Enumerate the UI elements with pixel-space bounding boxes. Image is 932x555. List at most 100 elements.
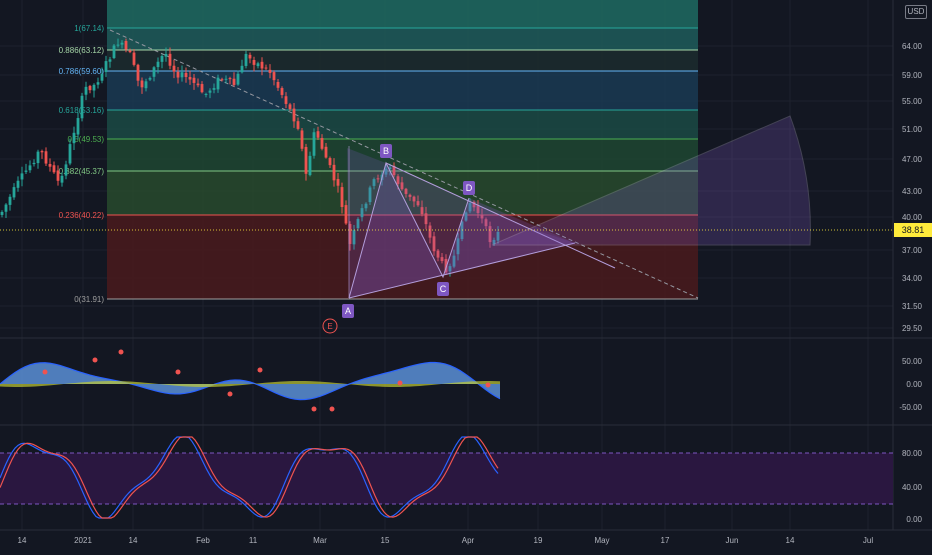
last-price-badge	[894, 223, 932, 237]
candle-body	[16, 180, 20, 188]
fib-zone	[107, 110, 698, 139]
candle-body	[448, 266, 452, 272]
stochastic-tick-label: 80.00	[902, 449, 923, 458]
event-marker-circle	[322, 318, 338, 334]
candle-body	[252, 59, 256, 65]
candle-body	[360, 208, 364, 218]
candle-body	[300, 130, 304, 149]
candle-body	[396, 176, 400, 184]
candle-body	[276, 81, 280, 88]
oscillator-dot	[175, 369, 181, 375]
point-d-label-text: D	[466, 183, 473, 193]
candle-body	[344, 205, 348, 224]
point-c-label-text: C	[440, 284, 447, 294]
candle-body	[72, 132, 76, 144]
candle-body	[116, 44, 120, 46]
point-a-label: A	[342, 304, 354, 318]
candle-body	[64, 164, 68, 176]
time-tick-label: 17	[661, 536, 670, 545]
candle-body	[8, 196, 12, 205]
candle-body	[292, 108, 296, 122]
candle-body	[136, 64, 140, 81]
candle-body	[352, 230, 356, 245]
candle-body	[36, 151, 40, 164]
candle-body	[204, 93, 208, 95]
currency-button[interactable]: USD	[905, 5, 927, 19]
candle-body	[128, 50, 132, 53]
candle-body	[152, 67, 156, 77]
signal-area	[0, 381, 500, 387]
candle-body	[284, 96, 288, 104]
candle-body	[316, 131, 320, 138]
candle-body	[476, 205, 480, 214]
candle-body	[156, 61, 160, 68]
time-tick-label: 2021	[74, 536, 92, 545]
fib-level-label: 0.5(49.53)	[68, 135, 105, 144]
point-d-label-badge	[463, 181, 475, 195]
time-tick-label: Jul	[863, 536, 873, 545]
candle-body	[472, 202, 476, 208]
candle-body	[456, 238, 460, 255]
candle-body	[200, 84, 204, 93]
stochastic-tick-label: 0.00	[906, 515, 922, 524]
candle-body	[356, 218, 360, 229]
candle-body	[216, 77, 220, 90]
point-d-label: D	[463, 181, 475, 195]
candle-body	[296, 121, 300, 129]
fib-level-label: 0.382(45.37)	[59, 167, 105, 176]
candle-body	[248, 54, 252, 59]
stochastic-band	[0, 453, 893, 504]
stochastic-tick-label: 40.00	[902, 483, 923, 492]
oscillator-dot	[397, 380, 403, 386]
candle-body	[24, 170, 28, 172]
event-marker-label: E	[327, 322, 332, 331]
candle-body	[484, 219, 488, 227]
candle-body	[124, 41, 128, 50]
candle-body	[364, 203, 368, 209]
pattern-legs	[348, 161, 470, 299]
candle-body	[168, 53, 172, 66]
candle-body	[56, 170, 60, 181]
oscillator-line	[0, 361, 501, 401]
point-b-label: B	[380, 144, 392, 158]
fib-zone-top	[107, 0, 698, 28]
candle-body	[496, 231, 500, 241]
oscillator-dot	[92, 357, 98, 363]
candle-body	[264, 67, 268, 69]
candle-body	[88, 85, 92, 91]
candle-body	[288, 104, 292, 110]
candle-body	[452, 255, 456, 267]
oscillator-dot	[227, 391, 233, 397]
oscillator-dot	[42, 369, 48, 375]
oscillator-tick-label: 0.00	[906, 380, 922, 389]
point-a-label-badge	[342, 304, 354, 318]
candle-body	[60, 175, 64, 183]
price-tick-label: 59.00	[902, 71, 923, 80]
time-tick-label: 14	[129, 536, 138, 545]
candle-body	[260, 61, 264, 69]
price-tick-label: 37.00	[902, 246, 923, 255]
time-tick-label: 14	[18, 536, 27, 545]
candle-body	[444, 258, 448, 273]
candle-body	[48, 163, 52, 167]
candle-body	[376, 178, 380, 180]
candle-body	[0, 211, 4, 215]
time-tick-label: 11	[249, 536, 258, 545]
candle-body	[212, 88, 216, 90]
candle-body	[144, 81, 148, 89]
trend-line	[109, 29, 699, 299]
candle-body	[176, 71, 180, 78]
point-a-label-text: A	[345, 306, 351, 316]
oscillator-tick-label: -50.00	[899, 403, 922, 412]
fib-zone	[107, 28, 698, 50]
candle-body	[192, 77, 196, 83]
pattern-lower-line	[348, 242, 576, 299]
pattern-upper-line	[385, 162, 616, 269]
candle-body	[164, 53, 168, 57]
candle-body	[108, 59, 112, 62]
candle-body	[68, 144, 72, 164]
candle-body	[80, 95, 84, 119]
oscillator-dot	[485, 382, 491, 388]
candle-body	[428, 225, 432, 238]
